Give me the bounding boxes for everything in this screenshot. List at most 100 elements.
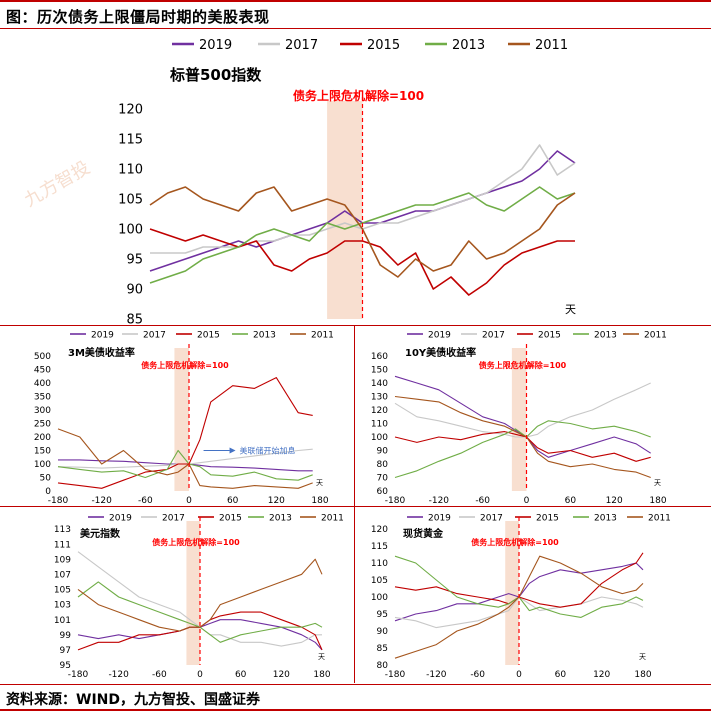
footer-bar: 资料来源：WIND，九方智投、国盛证券 <box>0 684 711 711</box>
y-tick-label: 120 <box>371 525 388 535</box>
y-tick-label: 85 <box>377 644 388 654</box>
arrow-head-icon <box>229 447 236 454</box>
y-tick-label: 85 <box>126 313 143 325</box>
crisis-annotation: 债务上限危机解除=100 <box>141 360 229 370</box>
legend-label-2019: 2019 <box>91 330 114 340</box>
crisis-annotation: 债务上限危机解除=100 <box>479 360 567 370</box>
y-tick-label: 110 <box>371 559 388 569</box>
legend-label-2013: 2013 <box>594 330 617 340</box>
legend-label-2013: 2013 <box>269 513 292 523</box>
x-unit-label: 天 <box>318 653 325 661</box>
y-tick-label: 70 <box>377 474 389 484</box>
shaded-period <box>505 521 519 665</box>
legend-label-2013: 2013 <box>452 38 485 53</box>
rate10y-chart: 2019 2017 2015 2013 2011 60 70 80 90 100 110 120 130… <box>371 330 667 506</box>
x-tick-label: -120 <box>91 496 112 506</box>
title-bar: 图：历次债务上限僵局时期的美股表现 <box>0 0 711 29</box>
y-tick-label: 150 <box>34 447 51 457</box>
x-tick-label: 60 <box>565 496 577 506</box>
legend-label-2015: 2015 <box>197 330 220 340</box>
x-tick-label: -180 <box>385 496 406 506</box>
x-tick-label: 60 <box>235 670 247 680</box>
y-tick-label: 200 <box>34 433 51 443</box>
x-tick-label: -180 <box>68 670 89 680</box>
y-tick-label: 100 <box>371 593 388 603</box>
y-tick-label: 115 <box>371 542 388 552</box>
y-tick-label: 107 <box>54 570 71 580</box>
legend-label-2013: 2013 <box>594 513 617 523</box>
legend-label-2011: 2011 <box>321 513 344 523</box>
x-tick-label: 120 <box>606 496 623 506</box>
x-tick-label: -60 <box>475 496 490 506</box>
dxy-chart-panel: 2019 2017 2015 2013 2011 95 97 99 101 103 105 107 10… <box>0 507 355 683</box>
y-tick-label: 110 <box>118 163 143 178</box>
y-tick-label: 99 <box>60 631 72 641</box>
legend-label-2013: 2013 <box>253 330 276 340</box>
x-tick-label: 0 <box>516 670 522 680</box>
x-tick-label: 0 <box>186 496 192 506</box>
y-tick-label: 80 <box>377 661 389 671</box>
legend-label-2017: 2017 <box>285 38 318 53</box>
legend-label-2015: 2015 <box>367 38 400 53</box>
series-line-2013 <box>77 581 323 643</box>
y-tick-label: 120 <box>371 406 388 416</box>
x-tick-label: 0 <box>197 670 203 680</box>
x-unit-label: 天 <box>316 479 323 487</box>
x-unit-label: 天 <box>654 479 661 487</box>
x-tick-label: 120 <box>273 670 290 680</box>
series-line-2011 <box>77 558 323 632</box>
y-tick-label: 500 <box>34 352 51 362</box>
x-tick-label: 60 <box>227 496 239 506</box>
chart-title: 现货黄金 <box>403 527 444 540</box>
source-note: 资料来源：WIND，九方智投、国盛证券 <box>6 692 260 708</box>
rate3m-chart-panel: 2019 2017 2015 2013 2011 0 50 100 150 200 250 300 35… <box>0 326 355 507</box>
y-tick-label: 115 <box>118 133 143 148</box>
y-tick-label: 90 <box>126 283 143 298</box>
legend-label-2011: 2011 <box>648 513 671 523</box>
y-tick-label: 90 <box>377 447 389 457</box>
gold-chart-panel: 2019 2017 2015 2013 2011 80 85 90 95 100 105 110 115… <box>355 507 711 683</box>
y-tick-label: 350 <box>34 393 51 403</box>
y-tick-label: 113 <box>54 525 71 535</box>
y-tick-label: 120 <box>118 103 143 118</box>
x-unit-label: 天 <box>639 653 646 661</box>
series-line-2011 <box>149 186 576 278</box>
legend-label-2015: 2015 <box>538 330 561 340</box>
legend-label-2015: 2015 <box>536 513 559 523</box>
chart-title: 标普500指数 <box>169 66 262 84</box>
figure-title: 图：历次债务上限僵局时期的美股表现 <box>6 8 270 26</box>
x-tick-label: 0 <box>524 496 530 506</box>
y-tick-label: 100 <box>371 433 388 443</box>
y-tick-label: 109 <box>54 555 71 565</box>
x-tick-label: -60 <box>152 670 167 680</box>
legend-label-2019: 2019 <box>199 38 232 53</box>
y-tick-label: 105 <box>371 576 388 586</box>
legend-label-2017: 2017 <box>162 513 185 523</box>
legend-label-2011: 2011 <box>535 38 568 53</box>
sp500-chart: 2019 2017 2015 2013 2011 85 90 95 100 105 110 115 12… <box>21 38 588 345</box>
y-tick-label: 80 <box>377 460 389 470</box>
y-tick-label: 130 <box>371 393 388 403</box>
x-tick-label: 180 <box>313 670 330 680</box>
y-tick-label: 100 <box>34 460 51 470</box>
y-tick-label: 100 <box>118 223 143 238</box>
x-tick-label: -60 <box>470 670 485 680</box>
rate3m-chart: 2019 2017 2015 2013 2011 0 50 100 150 200 250 300 35… <box>34 330 334 506</box>
legend-label-2019: 2019 <box>428 330 451 340</box>
rate10y-chart-panel: 2019 2017 2015 2013 2011 60 70 80 90 100 110 120 130… <box>355 326 711 507</box>
chart-title: 3M美债收益率 <box>68 346 135 359</box>
series-line-2019 <box>77 619 323 651</box>
series-line-2017 <box>394 596 644 629</box>
x-tick-label: -180 <box>48 496 69 506</box>
y-tick-label: 95 <box>377 610 388 620</box>
series-line-2015 <box>394 552 644 608</box>
dxy-chart: 2019 2017 2015 2013 2011 95 97 99 101 103 105 107 10… <box>54 513 344 680</box>
y-tick-label: 97 <box>60 646 71 656</box>
series-line-2011 <box>394 555 644 659</box>
x-tick-label: -120 <box>426 670 447 680</box>
x-tick-label: 120 <box>593 670 610 680</box>
x-tick-label: 180 <box>311 496 328 506</box>
rate-hike-label: 美联储开始加息 <box>240 446 296 456</box>
crisis-annotation: 债务上限危机解除=100 <box>293 88 424 103</box>
chart-title: 10Y美债收益率 <box>405 346 476 359</box>
